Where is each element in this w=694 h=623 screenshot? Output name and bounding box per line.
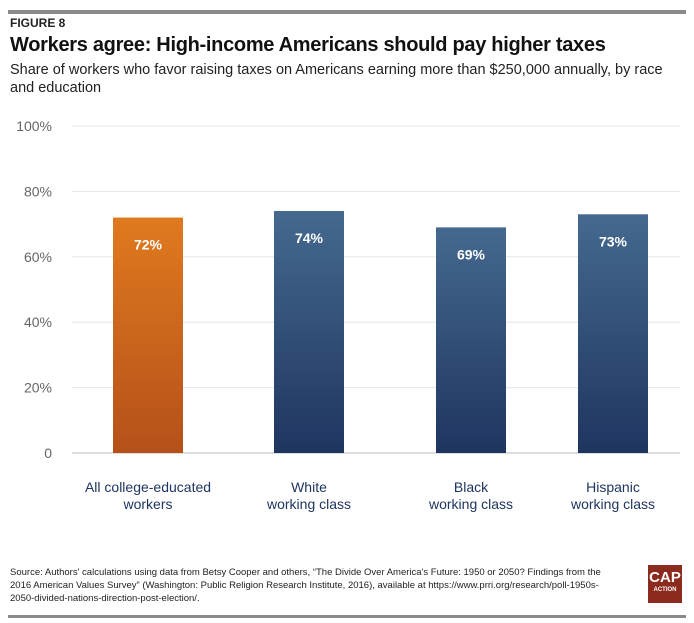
source-note: Source: Authors' calculations using data… (10, 567, 601, 604)
bar (578, 214, 648, 453)
data-label: 72% (134, 237, 163, 253)
figure-label: FIGURE 8 (10, 16, 66, 30)
y-tick-label: 100% (16, 118, 52, 134)
y-tick-label: 20% (24, 380, 52, 396)
x-tick-label: workers (122, 496, 172, 512)
y-tick-label: 0 (44, 445, 52, 461)
y-tick-label: 40% (24, 314, 52, 330)
y-tick-label: 60% (24, 249, 52, 265)
data-label: 69% (457, 246, 486, 262)
x-tick-label: working class (266, 496, 351, 512)
x-tick-label: All college-educated (85, 479, 211, 495)
bar (113, 217, 183, 453)
x-tick-label: Black (454, 479, 489, 495)
x-tick-label: White (291, 479, 327, 495)
data-label: 74% (295, 230, 324, 246)
x-tick-label: working class (570, 496, 655, 512)
x-tick-label: Hispanic (586, 479, 640, 495)
bottom-rule (8, 615, 686, 618)
y-tick-label: 80% (24, 183, 52, 199)
bar (274, 211, 344, 453)
chart-subtitle: Share of workers who favor raising taxes… (10, 62, 663, 96)
top-rule (8, 10, 686, 14)
x-tick-label: working class (428, 496, 513, 512)
bar-chart: 0 20% 40% 60% 80% 100% 72% All college-educated… (16, 118, 680, 512)
chart-title: Workers agree: High-income Americans sho… (10, 34, 606, 56)
data-label: 73% (599, 233, 628, 249)
cap-action-logo: CAP ACTION (648, 565, 682, 603)
bar (436, 227, 506, 453)
